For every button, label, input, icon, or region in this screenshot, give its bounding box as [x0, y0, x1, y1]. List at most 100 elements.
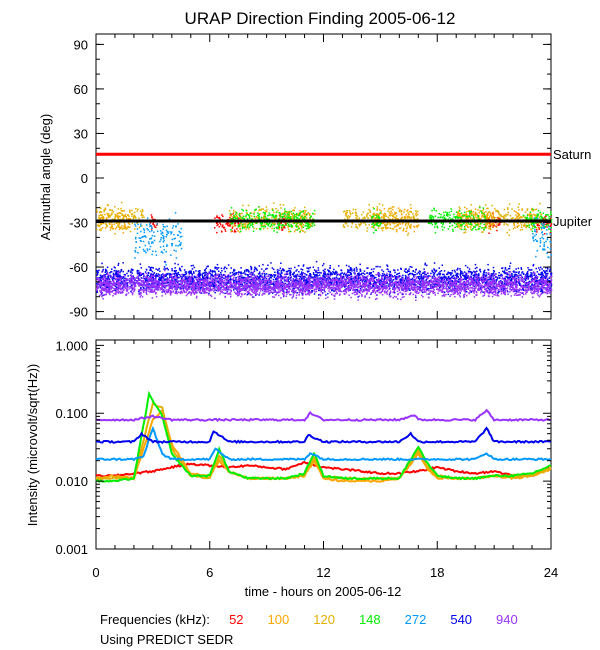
point: [356, 290, 359, 292]
point: [272, 213, 274, 216]
point: [542, 248, 544, 250]
point: [538, 216, 540, 219]
point: [193, 266, 196, 269]
point: [119, 226, 121, 229]
point: [459, 225, 461, 228]
point: [235, 276, 237, 279]
point: [475, 273, 478, 275]
point: [312, 271, 315, 274]
point: [438, 213, 441, 215]
point: [416, 226, 418, 228]
point: [237, 218, 239, 220]
point: [350, 213, 352, 216]
point: [177, 286, 180, 289]
point: [477, 209, 479, 211]
point: [306, 223, 309, 225]
point: [537, 227, 540, 230]
point: [145, 251, 147, 254]
point: [133, 211, 136, 214]
point: [548, 228, 550, 230]
point: [543, 226, 546, 229]
point: [239, 275, 241, 278]
point: [169, 231, 171, 233]
point: [124, 223, 126, 226]
point: [379, 224, 381, 226]
point: [436, 280, 438, 283]
point: [212, 270, 215, 273]
point: [134, 215, 136, 217]
point: [130, 284, 133, 286]
point: [489, 278, 491, 280]
point: [151, 217, 153, 219]
point: [434, 271, 436, 273]
point: [175, 257, 178, 259]
point: [402, 284, 405, 287]
point: [387, 216, 389, 218]
point: [281, 224, 284, 226]
point: [522, 215, 525, 218]
point: [433, 283, 435, 286]
point: [481, 221, 484, 224]
point: [377, 215, 379, 217]
point: [259, 278, 262, 281]
point: [174, 279, 176, 282]
point: [274, 216, 277, 218]
point: [307, 211, 309, 214]
point: [223, 277, 225, 279]
point: [252, 226, 254, 228]
point: [127, 217, 130, 220]
point: [265, 282, 268, 284]
point: [264, 215, 266, 218]
point: [275, 208, 277, 210]
point: [314, 213, 316, 215]
point: [412, 275, 415, 278]
point: [513, 210, 516, 212]
point: [526, 209, 528, 211]
point: [398, 272, 401, 274]
point: [299, 217, 302, 219]
point: [459, 269, 462, 272]
point: [423, 268, 425, 270]
point: [504, 267, 507, 269]
point: [526, 274, 528, 276]
point: [263, 218, 266, 221]
point: [279, 222, 281, 225]
point: [433, 262, 436, 264]
point: [497, 211, 500, 213]
point: [258, 294, 260, 296]
point: [548, 217, 550, 220]
point: [532, 236, 534, 238]
point: [123, 209, 125, 212]
point: [143, 231, 146, 234]
point: [208, 282, 210, 284]
point: [548, 215, 550, 218]
point: [195, 276, 197, 279]
point: [174, 267, 176, 269]
point: [257, 278, 260, 280]
point: [492, 215, 494, 217]
point: [355, 214, 357, 216]
point: [101, 226, 104, 229]
point: [112, 272, 115, 275]
point: [268, 277, 271, 280]
point: [376, 212, 378, 215]
point: [497, 212, 500, 214]
point: [274, 290, 277, 292]
point: [549, 228, 552, 231]
point: [139, 237, 141, 239]
point: [462, 214, 464, 216]
point: [440, 277, 443, 279]
point: [136, 228, 139, 230]
point: [544, 270, 546, 273]
point: [117, 225, 120, 228]
point: [118, 228, 121, 231]
point: [117, 262, 120, 265]
point: [488, 226, 491, 228]
point: [163, 249, 166, 251]
point: [283, 224, 285, 227]
point: [527, 222, 530, 224]
point: [229, 272, 232, 274]
point: [96, 274, 98, 276]
point: [157, 273, 160, 275]
point: [311, 289, 314, 292]
